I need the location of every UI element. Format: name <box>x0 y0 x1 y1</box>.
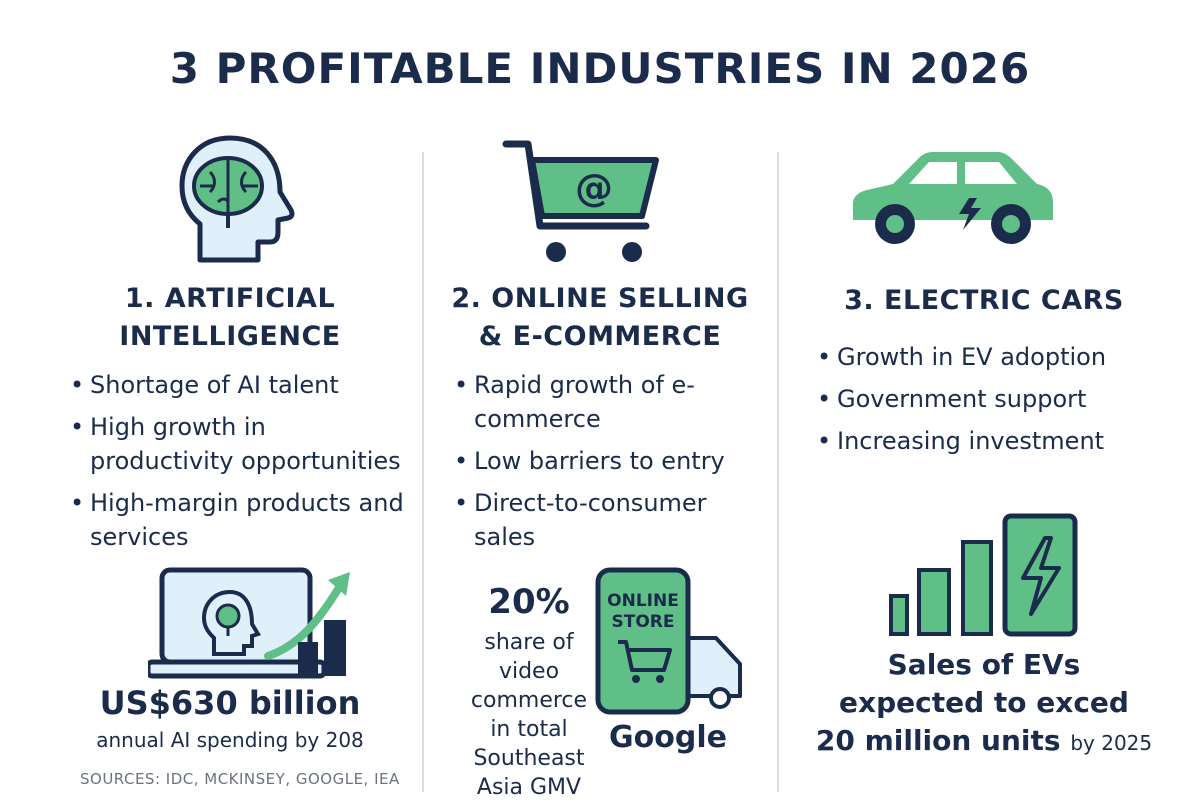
stat-line-bold: 20 million units <box>815 724 1061 757</box>
laptop-growth-icon <box>145 566 368 685</box>
bullet-item: Low barriers to entry <box>454 444 764 478</box>
bullet-item: Increasing investment <box>817 424 1187 458</box>
industry-column-ecommerce: @ 2. ONLINE SELLING & E-COMMERCE Rapid g… <box>424 0 776 800</box>
caption-line: Asia GMV <box>476 775 582 800</box>
bullet-item: Rapid growth of e-commerce <box>454 368 764 436</box>
heading-line-1: 1. ARTIFICIAL <box>124 283 336 314</box>
stat-value-ecommerce: 20% <box>488 582 570 622</box>
stat-caption-ai: annual AI spending by 208 <box>96 728 364 752</box>
industry-heading-ev: 3. ELECTRIC CARS <box>779 282 1189 320</box>
industry-column-ai: 1. ARTIFICIAL INTELLIGENCE Shortage of A… <box>0 0 420 800</box>
stat-caption-ecommerce: share of video commerce in total Southea… <box>444 628 614 802</box>
caption-line: commerce <box>470 688 588 713</box>
caption-line: Southeast <box>473 746 585 771</box>
industry-heading-ai: 1. ARTIFICIAL INTELLIGENCE <box>40 280 420 356</box>
bullet-item: Shortage of AI talent <box>70 368 410 402</box>
stat-line: expected to exced <box>839 686 1129 719</box>
stat-line-tail: by 2025 <box>1070 731 1153 755</box>
stat-value-ai: US$630 billion <box>99 684 361 722</box>
page-title: 3 PROFITABLE INDUSTRIES IN 2026 <box>169 44 1031 93</box>
shopping-cart-icon: @ <box>500 136 670 270</box>
bullet-item: Growth in EV adoption <box>817 340 1187 374</box>
caption-line: in total <box>490 717 568 742</box>
caption-line: video <box>498 659 560 684</box>
stat-text-ev: Sales of EVs expected to exced 20 millio… <box>779 646 1189 762</box>
column-divider-2 <box>777 152 779 792</box>
heading-line-2: INTELLIGENCE <box>119 321 341 352</box>
electric-car-icon <box>847 150 1057 254</box>
bullet-list-ai: Shortage of AI talent High growth in pro… <box>70 368 410 562</box>
bullet-list-ecommerce: Rapid growth of e-commerce Low barriers … <box>454 368 764 562</box>
brain-head-icon <box>170 132 300 271</box>
store-label-2: STORE <box>612 612 675 632</box>
industry-column-ev: 3. ELECTRIC CARS Growth in EV adoption G… <box>779 0 1200 800</box>
caption-line: share of <box>484 630 574 655</box>
phone-store-truck-icon: ONLINE STORE <box>592 566 752 720</box>
industry-heading-ecommerce: 2. ONLINE SELLING & E-COMMERCE <box>424 280 776 356</box>
heading-line-1: 3. ELECTRIC CARS <box>844 285 1124 316</box>
source-label-google: Google <box>609 720 727 755</box>
stat-line: Sales of EVs <box>887 648 1081 681</box>
bullet-item: Government support <box>817 382 1187 416</box>
heading-line-1: 2. ONLINE SELLING <box>451 283 749 314</box>
store-label-1: ONLINE <box>607 591 679 611</box>
ev-bars-battery-icon <box>887 512 1082 641</box>
heading-line-2: & E-COMMERCE <box>478 321 722 352</box>
bullet-item: Direct-to-consumer sales <box>454 486 764 554</box>
svg-text:@: @ <box>575 166 613 210</box>
bullet-list-ev: Growth in EV adoption Government support… <box>817 340 1187 466</box>
sources-note: SOURCES: IDC, MCKINSEY, GOOGLE, IEA <box>80 770 400 788</box>
bullet-item: High-margin products and services <box>70 486 410 554</box>
column-divider-1 <box>422 152 424 792</box>
bullet-item: High growth in productivity opportunitie… <box>70 410 410 478</box>
stat-line: 20 million units by 2025 <box>779 722 1189 762</box>
